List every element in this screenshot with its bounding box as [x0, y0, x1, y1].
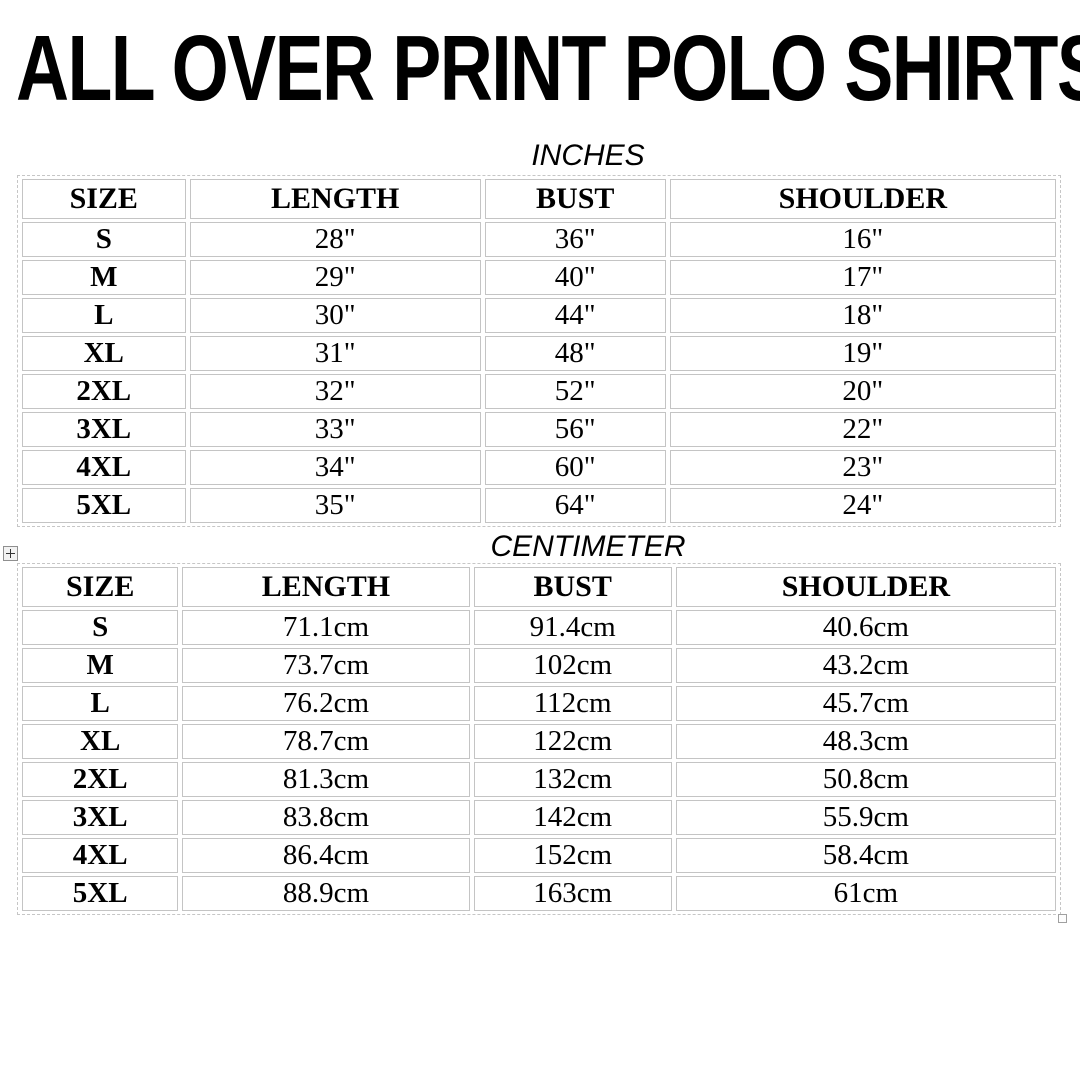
value-cell: 24" [669, 488, 1056, 523]
column-header-size: SIZE [22, 567, 179, 607]
value-cell: 83.8cm [182, 800, 470, 835]
centimeter-size-table: SIZE LENGTH BUST SHOULDER S 71.1cm 91.4cm 4… [17, 563, 1061, 915]
value-cell: 91.4cm [473, 610, 672, 645]
column-header-length: LENGTH [182, 567, 470, 607]
table-row: XL 78.7cm 122cm 48.3cm [22, 724, 1056, 759]
size-cell: S [22, 610, 179, 645]
value-cell: 50.8cm [675, 762, 1056, 797]
inches-size-table: SIZE LENGTH BUST SHOULDER S 28" 36" 16" M 29"… [17, 175, 1061, 527]
value-cell: 102cm [473, 648, 672, 683]
column-header-shoulder: SHOULDER [669, 179, 1056, 219]
value-cell: 43.2cm [675, 648, 1056, 683]
value-cell: 32" [189, 374, 481, 409]
value-cell: 40" [484, 260, 666, 295]
value-cell: 86.4cm [182, 838, 470, 873]
size-cell: 3XL [22, 800, 179, 835]
centimeter-section-label: CENTIMETER [490, 530, 686, 563]
value-cell: 64" [484, 488, 666, 523]
value-cell: 73.7cm [182, 648, 470, 683]
column-header-size: SIZE [22, 179, 186, 219]
size-cell: 2XL [22, 762, 179, 797]
table-row: S 71.1cm 91.4cm 40.6cm [22, 610, 1056, 645]
value-cell: 48" [484, 336, 666, 371]
column-header-bust: BUST [473, 567, 672, 607]
value-cell: 122cm [473, 724, 672, 759]
size-cell: L [22, 686, 179, 721]
value-cell: 33" [189, 412, 481, 447]
value-cell: 45.7cm [675, 686, 1056, 721]
value-cell: 31" [189, 336, 481, 371]
value-cell: 28" [189, 222, 481, 257]
table-row: S 28" 36" 16" [22, 222, 1056, 257]
value-cell: 60" [484, 450, 666, 485]
size-cell: 5XL [22, 488, 186, 523]
value-cell: 17" [669, 260, 1056, 295]
value-cell: 81.3cm [182, 762, 470, 797]
value-cell: 56" [484, 412, 666, 447]
plus-icon [6, 549, 15, 558]
table-row: L 76.2cm 112cm 45.7cm [22, 686, 1056, 721]
table-row: 4XL 86.4cm 152cm 58.4cm [22, 838, 1056, 873]
value-cell: 71.1cm [182, 610, 470, 645]
size-cell: M [22, 648, 179, 683]
value-cell: 163cm [473, 876, 672, 911]
value-cell: 142cm [473, 800, 672, 835]
page-title: ALL OVER PRINT POLO SHIRTS [16, 16, 1080, 120]
table-resize-handle-icon[interactable] [1058, 914, 1067, 923]
value-cell: 22" [669, 412, 1056, 447]
table-row: M 29" 40" 17" [22, 260, 1056, 295]
table-row: 4XL 34" 60" 23" [22, 450, 1056, 485]
table-row: XL 31" 48" 19" [22, 336, 1056, 371]
value-cell: 88.9cm [182, 876, 470, 911]
value-cell: 16" [669, 222, 1056, 257]
value-cell: 112cm [473, 686, 672, 721]
value-cell: 40.6cm [675, 610, 1056, 645]
value-cell: 44" [484, 298, 666, 333]
size-cell: 4XL [22, 450, 186, 485]
column-header-bust: BUST [484, 179, 666, 219]
value-cell: 35" [189, 488, 481, 523]
value-cell: 152cm [473, 838, 672, 873]
value-cell: 58.4cm [675, 838, 1056, 873]
table-row: 5XL 35" 64" 24" [22, 488, 1056, 523]
table-header-row: SIZE LENGTH BUST SHOULDER [22, 567, 1056, 607]
value-cell: 36" [484, 222, 666, 257]
size-cell: M [22, 260, 186, 295]
table-row: M 73.7cm 102cm 43.2cm [22, 648, 1056, 683]
value-cell: 20" [669, 374, 1056, 409]
table-row: 3XL 33" 56" 22" [22, 412, 1056, 447]
value-cell: 76.2cm [182, 686, 470, 721]
value-cell: 34" [189, 450, 481, 485]
value-cell: 52" [484, 374, 666, 409]
size-cell: 4XL [22, 838, 179, 873]
value-cell: 19" [669, 336, 1056, 371]
size-cell: XL [22, 336, 186, 371]
size-cell: XL [22, 724, 179, 759]
size-cell: 2XL [22, 374, 186, 409]
table-row: 2XL 32" 52" 20" [22, 374, 1056, 409]
value-cell: 23" [669, 450, 1056, 485]
value-cell: 78.7cm [182, 724, 470, 759]
column-header-shoulder: SHOULDER [675, 567, 1056, 607]
table-header-row: SIZE LENGTH BUST SHOULDER [22, 179, 1056, 219]
table-row: 5XL 88.9cm 163cm 61cm [22, 876, 1056, 911]
table-row: 3XL 83.8cm 142cm 55.9cm [22, 800, 1056, 835]
size-cell: 3XL [22, 412, 186, 447]
table-move-handle-icon[interactable] [3, 546, 18, 561]
size-cell: S [22, 222, 186, 257]
value-cell: 18" [669, 298, 1056, 333]
value-cell: 30" [189, 298, 481, 333]
value-cell: 55.9cm [675, 800, 1056, 835]
value-cell: 48.3cm [675, 724, 1056, 759]
table-row: L 30" 44" 18" [22, 298, 1056, 333]
value-cell: 29" [189, 260, 481, 295]
value-cell: 132cm [473, 762, 672, 797]
table-row: 2XL 81.3cm 132cm 50.8cm [22, 762, 1056, 797]
column-header-length: LENGTH [189, 179, 481, 219]
size-cell: L [22, 298, 186, 333]
inches-section-label: INCHES [531, 139, 645, 172]
value-cell: 61cm [675, 876, 1056, 911]
size-cell: 5XL [22, 876, 179, 911]
